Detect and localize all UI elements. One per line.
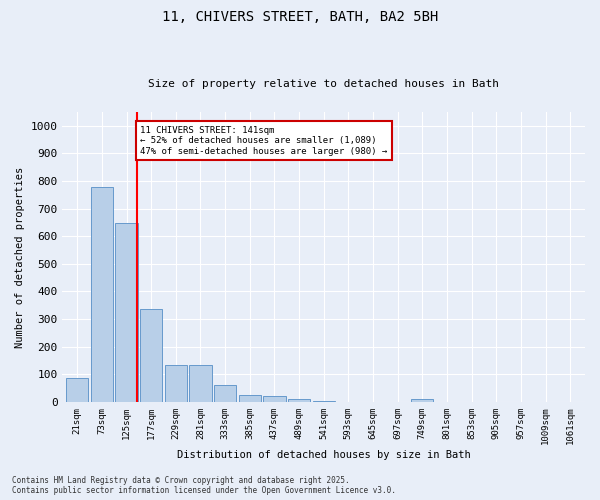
Bar xyxy=(66,378,88,402)
X-axis label: Distribution of detached houses by size in Bath: Distribution of detached houses by size … xyxy=(177,450,470,460)
Bar xyxy=(239,395,261,402)
Text: 11 CHIVERS STREET: 141sqm
← 52% of detached houses are smaller (1,089)
47% of se: 11 CHIVERS STREET: 141sqm ← 52% of detac… xyxy=(140,126,388,156)
Bar xyxy=(190,365,212,402)
Text: Contains HM Land Registry data © Crown copyright and database right 2025.
Contai: Contains HM Land Registry data © Crown c… xyxy=(12,476,396,495)
Bar xyxy=(313,400,335,402)
Bar xyxy=(165,365,187,402)
Bar xyxy=(288,399,310,402)
Title: Size of property relative to detached houses in Bath: Size of property relative to detached ho… xyxy=(148,79,499,89)
Bar xyxy=(263,396,286,402)
Bar xyxy=(140,310,162,402)
Bar xyxy=(411,399,433,402)
Bar xyxy=(91,186,113,402)
Y-axis label: Number of detached properties: Number of detached properties xyxy=(15,166,25,348)
Bar xyxy=(214,386,236,402)
Bar xyxy=(115,223,137,402)
Text: 11, CHIVERS STREET, BATH, BA2 5BH: 11, CHIVERS STREET, BATH, BA2 5BH xyxy=(162,10,438,24)
